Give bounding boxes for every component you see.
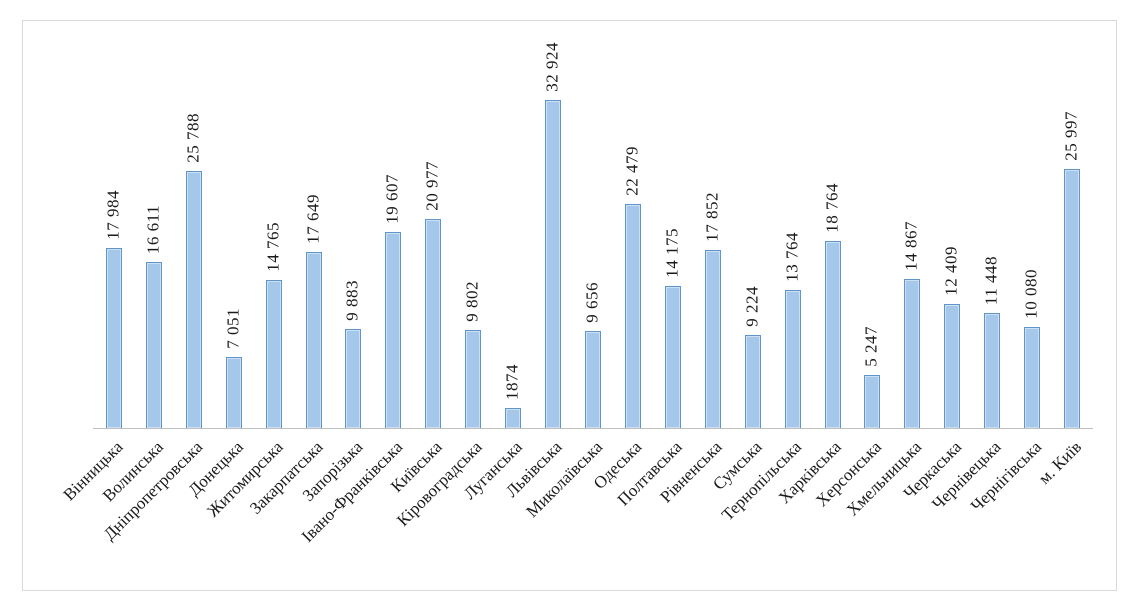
bar	[305, 252, 322, 428]
bar	[984, 313, 1001, 428]
bar-slot: 1874 Луганська	[460, 21, 533, 503]
category-label: м. Київ	[1034, 437, 1085, 488]
bar	[904, 279, 921, 428]
bar-slot: 9 656 Миколаївська	[522, 21, 613, 521]
bar-slot: 18 764 Харківська	[775, 21, 853, 507]
bar-slot: 16 611 Волинська	[99, 21, 174, 505]
bar	[824, 241, 841, 428]
bar	[105, 248, 122, 428]
bar-slot: 7 051 Донецька	[184, 21, 254, 499]
bar-value-label: 1874	[502, 364, 522, 400]
bar-slot: 13 764 Тернопільська	[718, 21, 813, 524]
bar-slot: 14 175 Полтавська	[613, 21, 693, 509]
bar-slot: 14 867 Хмельницька	[843, 21, 932, 519]
bar-value-label: 9 883	[343, 280, 363, 321]
bar-value-label: 17 649	[303, 194, 323, 244]
bar-slot: 12 409 Черкаська	[900, 21, 972, 502]
bar	[624, 204, 641, 428]
bar-slot: 11 448 Чернівецька	[929, 21, 1012, 514]
bar	[185, 171, 202, 428]
bar-slot: 25 788 Дніпропетровська	[100, 21, 214, 544]
bar-value-label: 11 448	[981, 255, 1001, 305]
bar-value-label: 12 409	[941, 246, 961, 296]
bar	[744, 335, 761, 428]
bar	[664, 286, 681, 428]
bar-slot: 17 649 Закарпатська	[246, 21, 334, 518]
bar-value-label: 7 051	[223, 308, 243, 349]
bar-value-label: 32 924	[542, 42, 562, 92]
bar-slot: 5 247 Херсонська	[812, 21, 893, 510]
bar-value-label: 25 788	[183, 113, 203, 163]
bar	[385, 232, 402, 428]
bar	[345, 329, 362, 428]
bar	[505, 408, 522, 428]
x-axis-line	[93, 428, 1093, 429]
bar	[944, 304, 961, 428]
bar	[145, 262, 162, 428]
bar-value-label: 25 997	[1061, 111, 1081, 161]
bar	[704, 250, 721, 428]
bar	[265, 280, 282, 428]
bar	[1024, 327, 1041, 428]
bar-slot: 10 080 Чернігівська	[967, 21, 1052, 515]
bar-value-label: 9 802	[462, 281, 482, 322]
bar-value-label: 17 984	[103, 190, 123, 240]
bar	[784, 290, 801, 428]
bar-slot: 9 224 Сумська	[709, 21, 773, 493]
chart-frame: 17 984 Вінницька 16 611 Волинська 25 788 Дніп…	[22, 20, 1117, 591]
bar-value-label: 19 607	[383, 174, 403, 224]
bar-value-label: 14 867	[902, 221, 922, 271]
bar-value-label: 13 764	[782, 232, 802, 282]
bar-value-label: 14 765	[263, 222, 283, 272]
bar-value-label: 20 977	[422, 161, 442, 211]
bar	[585, 331, 602, 428]
bar	[1064, 169, 1081, 428]
bar-slot: 32 924 Львівська	[502, 21, 573, 501]
bar-value-label: 22 479	[622, 146, 642, 196]
bar-slot: 9 883 Запорізька	[299, 21, 374, 505]
bar-value-label: 10 080	[1021, 269, 1041, 319]
bar-slot: 19 607 Івано-Франківська	[298, 21, 413, 546]
bar	[465, 330, 482, 428]
bar-value-label: 17 852	[702, 192, 722, 242]
bar	[864, 375, 881, 428]
bar-slot: 14 765 Житомирська	[203, 21, 294, 520]
bar	[225, 357, 242, 428]
plot-area: 17 984 Вінницька 16 611 Волинська 25 788 Дніп…	[60, 21, 1092, 546]
bar-slot: 17 984 Вінницька	[60, 21, 134, 504]
bar-slot: 22 479 Одеська	[590, 21, 653, 493]
bar-value-label: 14 175	[662, 228, 682, 278]
bar-value-label: 16 611	[143, 204, 163, 254]
bar-slot: 25 997 м. Київ	[1034, 21, 1092, 488]
bar	[545, 100, 562, 428]
bar-slot: 20 977 Київська	[387, 21, 453, 496]
bar-value-label: 5 247	[862, 326, 882, 367]
bar-value-label: 9 656	[582, 282, 602, 323]
bar-slot: 17 852 Рівненська	[656, 21, 733, 506]
bar-value-label: 9 224	[742, 286, 762, 327]
bar	[425, 219, 442, 428]
bar-value-label: 18 764	[822, 183, 842, 233]
bar-slot: 9 802 Кіровоградська	[393, 21, 493, 530]
